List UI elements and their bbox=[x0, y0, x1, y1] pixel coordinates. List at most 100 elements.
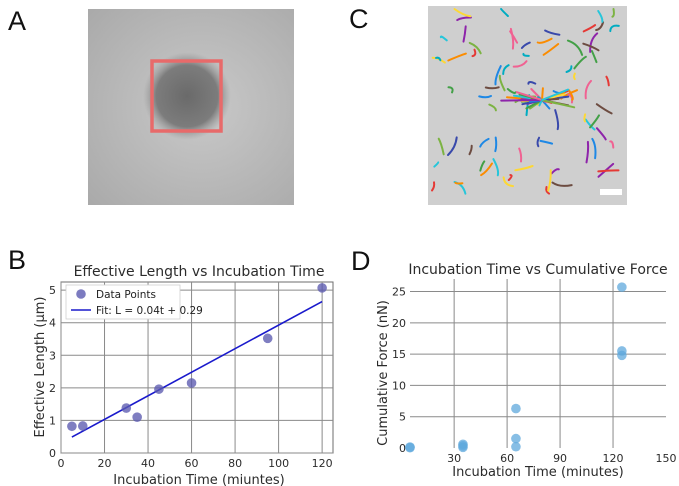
trajectory-track bbox=[536, 136, 541, 148]
chart-d-data-point bbox=[617, 346, 627, 356]
trajectory-track bbox=[541, 99, 557, 105]
trajectory-track bbox=[447, 86, 454, 94]
chart-d-y-tick-label: 25 bbox=[392, 286, 406, 299]
trajectory-track bbox=[502, 176, 514, 188]
trajectory-track bbox=[479, 160, 486, 172]
trajectory-tracks bbox=[431, 8, 620, 195]
trajectory-track bbox=[433, 161, 440, 168]
chart-b-x-ticks: 0 20 40 60 80 100 120 bbox=[58, 457, 333, 470]
chart-d-data-point bbox=[458, 439, 468, 450]
chart-d-grid bbox=[410, 279, 666, 448]
panel-label-d: D bbox=[351, 246, 371, 276]
trajectory-track bbox=[498, 74, 506, 92]
trajectory-track bbox=[551, 181, 573, 187]
trajectory-track bbox=[541, 87, 544, 101]
trajectory-track bbox=[494, 136, 498, 153]
chart-d-y-tick-label: 20 bbox=[392, 317, 406, 330]
trajectory-track bbox=[582, 42, 600, 52]
panel-a-image bbox=[88, 9, 294, 205]
chart-d-title: Incubation Time vs Cumulative Force bbox=[408, 262, 667, 278]
trajectory-track bbox=[595, 127, 607, 141]
chart-b-x-tick-label: 0 bbox=[58, 457, 65, 470]
chart-d-y-ticks: 0 5 10 15 20 25 bbox=[392, 286, 406, 455]
trajectory-track bbox=[585, 140, 590, 164]
trajectory-track bbox=[512, 60, 528, 68]
chart-d-x-tick-label: 90 bbox=[553, 452, 567, 465]
trajectory-track bbox=[492, 158, 500, 177]
chart-b-data-point bbox=[121, 403, 132, 413]
chart-b-data-point bbox=[154, 384, 164, 394]
trajectory-track bbox=[565, 65, 573, 73]
trajectory-track bbox=[468, 41, 482, 55]
trajectory-track bbox=[547, 169, 552, 192]
chart-b-y-tick-label: 2 bbox=[49, 382, 56, 395]
trajectory-track bbox=[609, 24, 620, 33]
chart-b-data-point bbox=[132, 412, 142, 422]
chart-d-x-axis-label: Incubation Time (minutes) bbox=[452, 465, 623, 480]
chart-b-x-axis-label: Incubation Time (miuntes) bbox=[113, 473, 284, 486]
trajectory-track bbox=[507, 174, 513, 181]
trajectory-track bbox=[550, 168, 560, 175]
trajectory-track bbox=[573, 72, 576, 81]
chart-b-y-tick-label: 0 bbox=[49, 447, 56, 460]
trajectory-track bbox=[500, 8, 509, 17]
chart-d-y-tick-label: 15 bbox=[392, 348, 406, 361]
chart-b-x-tick-label: 80 bbox=[228, 457, 242, 470]
chart-b-y-axis-label: Effective Length (µm) bbox=[33, 297, 48, 438]
trajectory-track bbox=[506, 88, 517, 94]
chart-b-data-point bbox=[77, 421, 88, 431]
trajectory-track bbox=[589, 114, 600, 129]
chart-b-data-point bbox=[186, 378, 197, 388]
trajectory-track bbox=[435, 56, 442, 62]
panel-label-a: A bbox=[8, 6, 27, 36]
panel-label-b: B bbox=[8, 245, 27, 275]
trajectory-track bbox=[453, 8, 472, 18]
chart-d-data-point bbox=[511, 441, 521, 452]
trajectory-track bbox=[609, 140, 615, 149]
chart-b-y-tick-label: 4 bbox=[49, 317, 56, 330]
chart-b-data-point bbox=[317, 283, 327, 293]
trajectory-track bbox=[484, 86, 500, 90]
chart-b-x-tick-label: 120 bbox=[312, 457, 333, 470]
trajectory-track bbox=[597, 169, 620, 173]
trajectory-track bbox=[573, 55, 587, 70]
chart-d-data-point bbox=[511, 403, 521, 414]
trajectory-track bbox=[454, 181, 464, 185]
trajectory-track bbox=[437, 137, 445, 156]
trajectory-track bbox=[589, 32, 599, 53]
trajectory-track bbox=[478, 95, 492, 99]
fit-line bbox=[71, 300, 323, 438]
chart-b-data-point bbox=[67, 421, 77, 432]
chart-d-y-tick-label: 10 bbox=[392, 379, 406, 392]
trajectory-track bbox=[597, 162, 615, 178]
panel-a-dark-spot bbox=[143, 52, 231, 140]
scale-bar bbox=[600, 189, 622, 195]
chart-b: Effective Length vs Incubation Time 0 20 4… bbox=[33, 264, 334, 486]
trajectory-track bbox=[522, 52, 530, 57]
chart-b-x-tick-label: 40 bbox=[141, 457, 155, 470]
chart-d-points bbox=[405, 282, 627, 453]
chart-b-y-tick-label: 5 bbox=[49, 284, 56, 297]
chart-d-data-point bbox=[405, 442, 415, 452]
chart-d-y-tick-label: 0 bbox=[399, 442, 406, 455]
chart-d-data-point bbox=[511, 433, 521, 444]
chart-d-y-tick-label: 5 bbox=[399, 411, 406, 424]
chart-b-x-tick-label: 60 bbox=[185, 457, 199, 470]
trajectory-track bbox=[582, 24, 597, 33]
chart-d-x-tick-label: 30 bbox=[447, 452, 461, 465]
panel-label-c: C bbox=[349, 4, 369, 34]
trajectory-track bbox=[542, 43, 560, 56]
trajectory-track bbox=[597, 10, 604, 23]
trajectory-track bbox=[468, 144, 473, 156]
trajectory-track bbox=[539, 139, 554, 145]
trajectory-track bbox=[447, 136, 458, 156]
panel-c-image bbox=[428, 6, 627, 205]
legend-marker-data-points bbox=[76, 289, 86, 299]
chart-d-y-axis-label: Cumulative Force (nN) bbox=[376, 300, 391, 446]
trajectory-track bbox=[471, 48, 477, 58]
trajectory-track bbox=[518, 147, 523, 163]
highlight-box bbox=[150, 59, 223, 133]
trajectory-track bbox=[595, 21, 605, 31]
legend-box bbox=[65, 284, 181, 320]
trajectory-track bbox=[536, 37, 553, 44]
